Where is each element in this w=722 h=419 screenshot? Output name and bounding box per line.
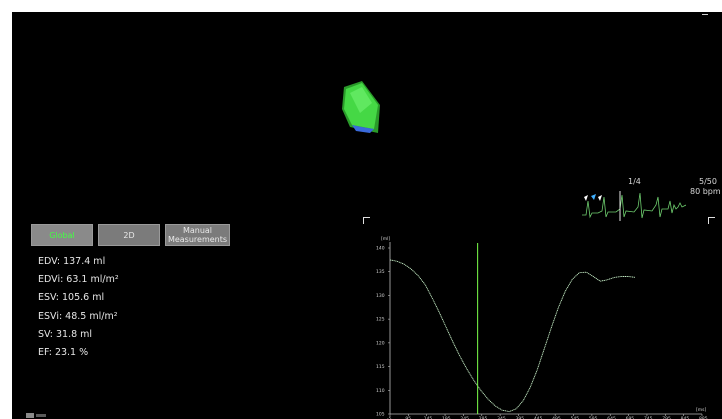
measurement-esv: ESV: 105.6 ml [38,292,105,304]
y-tick-label-7: 140 [376,246,385,252]
y-tick-label-4: 125 [376,317,385,323]
y-axis-label: [ml] [381,236,390,242]
y-tick-label-2: 115 [376,364,385,370]
x-tick-label-10: 545 [571,416,580,419]
tab-2d[interactable]: 2D [98,224,160,246]
y-tick-label-1: 110 [376,388,385,394]
measurement-esvi: ESVi: 48.5 ml/m² [38,310,118,322]
ecg-trace [582,191,686,221]
viewer-viewport[interactable]: 1/4 5/50 80 bpm Global 2D Manual Measure… [12,12,722,419]
y-tick-label-3: 120 [376,340,385,346]
x-tick-label-11: 595 [589,416,598,419]
x-tick-label-15: 795 [662,416,671,419]
ecg-waveform [582,192,686,219]
tab-global[interactable]: Global [31,224,93,246]
measurement-edvi: EDVi: 63.1 ml/m² [38,274,119,286]
frame-counter: 5/50 [699,177,717,186]
x-tick-label-4: 245 [460,416,469,419]
ecg-marker-3 [598,195,602,201]
chart-corner-left-icon [363,217,370,224]
model-base-edge [352,125,374,133]
x-tick-label-13: 695 [626,416,635,419]
ecg-marker-2 [591,194,596,200]
x-tick-label-2: 145 [424,416,433,419]
x-tick-label-9: 495 [552,416,561,419]
x-tick-label-16: 845 [681,416,690,419]
ventricle-3d-model[interactable] [336,77,384,137]
x-tick-label-5: 295 [479,416,488,419]
ecg-corner-icon [708,217,715,224]
x-tick-label-14: 745 [644,416,653,419]
x-tick-label-1: 95 [405,416,411,419]
y-tick-label-0: 105 [376,412,385,418]
ecg-strip: 1/4 5/50 80 bpm [582,177,722,222]
measurement-list: EDV: 137.4 ml EDVi: 63.1 ml/m² ESV: 105.… [38,253,119,362]
status-icon [26,413,46,418]
minimize-icon[interactable] [702,14,708,15]
volume-chart[interactable]: [ml] [ms] 105 110 115 120 125 130 135 140 -5 95 145 1… [362,216,712,419]
x-tick-label-7: 395 [515,416,524,419]
measurement-edv: EDV: 137.4 ml [38,256,106,267]
y-tick-label-5: 130 [376,293,385,299]
x-tick-label-17: 885 [699,416,708,419]
ecg-marker-1 [584,195,588,201]
x-tick-label-3: 195 [442,416,451,419]
beat-counter: 1/4 [628,177,641,186]
measurement-sv: SV: 31.8 ml [38,328,93,340]
volume-curve [389,259,636,413]
tab-manual-measurements[interactable]: Manual Measurements [165,224,230,246]
model-highlight [350,87,372,113]
measurement-ef: EF: 23.1 % [38,346,89,358]
y-tick-label-6: 135 [376,269,385,275]
x-axis-label: [ms] [696,407,706,413]
x-tick-label-6: 345 [497,416,506,419]
x-tick-label-0: -5 [387,416,392,419]
x-tick-label-8: 445 [534,416,543,419]
x-tick-label-12: 645 [607,416,616,419]
heart-rate: 80 bpm [690,187,721,196]
